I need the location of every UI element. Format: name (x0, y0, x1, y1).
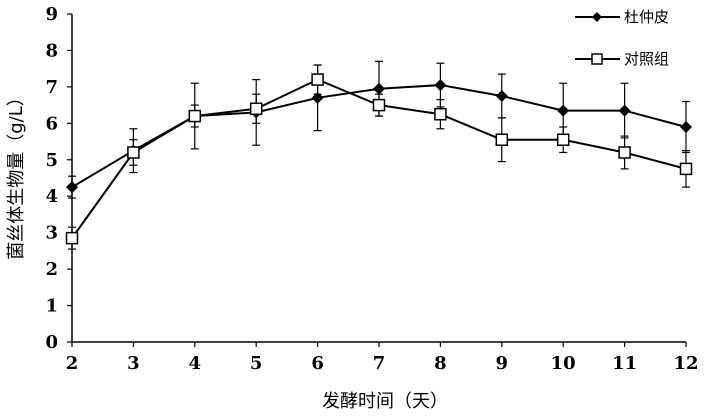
y-tick-label: 2 (45, 259, 58, 280)
x-tick-label: 3 (127, 353, 140, 374)
legend-marker-series-1 (592, 12, 602, 22)
data-point (434, 79, 446, 91)
x-tick-label: 5 (250, 353, 263, 374)
y-tick-label: 6 (45, 113, 58, 134)
y-axis-title: 菌丝体生物量（g/L） (6, 88, 27, 260)
x-tick-label: 6 (311, 353, 324, 374)
legend-label-series-2: 对照组 (624, 50, 669, 68)
y-tick-label: 3 (45, 223, 58, 244)
x-tick-label: 4 (189, 353, 202, 374)
x-tick-label: 10 (551, 353, 576, 374)
data-point (496, 134, 507, 145)
data-point (312, 74, 323, 85)
y-tick-label: 0 (45, 332, 58, 353)
data-point (681, 163, 692, 174)
legend-label-series-1: 杜仲皮 (624, 8, 669, 26)
data-point (435, 109, 446, 120)
data-point (496, 90, 508, 102)
data-point (619, 105, 631, 117)
x-tick-label: 9 (496, 353, 509, 374)
legend-marker-series-2 (592, 54, 602, 64)
x-tick-label: 2 (66, 353, 79, 374)
data-point (251, 103, 262, 114)
data-point (374, 100, 385, 111)
y-tick-label: 1 (45, 296, 58, 317)
x-tick-label: 11 (612, 353, 637, 374)
data-point (558, 134, 569, 145)
legend: 杜仲皮 对照组 (575, 8, 669, 68)
x-tick-label: 8 (434, 353, 447, 374)
data-point (66, 181, 78, 193)
data-point (619, 147, 630, 158)
x-axis-ticks: 2 3 4 5 6 7 8 9 10 11 12 (66, 342, 699, 374)
data-point (373, 83, 385, 95)
y-tick-label: 8 (45, 40, 58, 61)
data-point (680, 121, 692, 133)
series-1 (66, 61, 692, 198)
y-axis-ticks: 0 1 2 3 4 5 6 7 8 9 (45, 4, 72, 353)
data-point (557, 105, 569, 117)
data-point (67, 233, 78, 244)
y-tick-label: 7 (45, 77, 58, 98)
series-layer (66, 61, 692, 249)
data-point (189, 111, 200, 122)
y-tick-label: 9 (45, 4, 58, 25)
data-point (128, 147, 139, 158)
x-tick-label: 12 (673, 353, 698, 374)
x-axis-title: 发酵时间（天） (322, 391, 448, 412)
y-tick-label: 4 (45, 186, 58, 207)
x-tick-label: 7 (373, 353, 386, 374)
y-tick-label: 5 (45, 150, 58, 171)
